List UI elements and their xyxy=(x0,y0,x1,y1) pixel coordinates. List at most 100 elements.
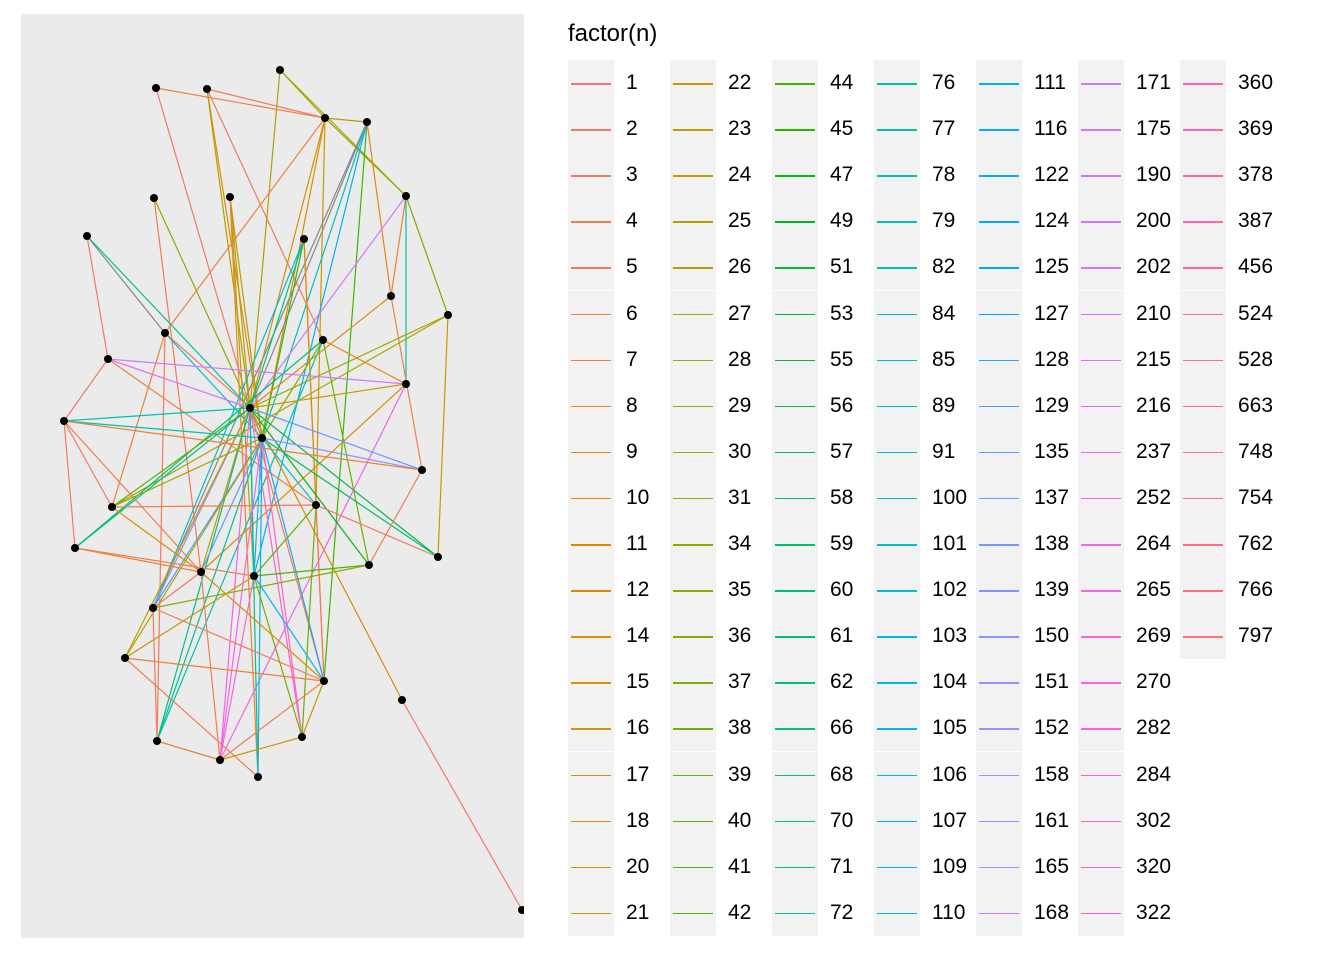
legend-key-line xyxy=(571,313,611,315)
legend-key-line xyxy=(571,544,611,546)
legend-key-label: 78 xyxy=(932,163,956,187)
legend-key-box xyxy=(874,889,920,936)
legend-key-box xyxy=(874,106,920,153)
legend-key-line xyxy=(1183,129,1223,131)
legend-key-box xyxy=(772,474,818,521)
legend-key-line xyxy=(1081,405,1121,408)
legend-key-label: 152 xyxy=(1034,716,1070,740)
edge-n12-n21 xyxy=(111,314,449,508)
legend-key-box xyxy=(568,843,614,890)
edge-n18-n21 xyxy=(63,420,113,508)
legend-key-line xyxy=(979,83,1019,85)
legend-key-label: 210 xyxy=(1136,301,1172,325)
node-n15 xyxy=(104,355,112,363)
legend-key-line xyxy=(775,866,815,869)
edge-n14-n32 xyxy=(156,339,324,742)
edge-n13-n32 xyxy=(156,332,166,742)
edge-n22-n30 xyxy=(315,504,325,682)
legend-key-label: 264 xyxy=(1136,532,1172,555)
legend-key-box xyxy=(1180,336,1226,383)
legend-key-line xyxy=(877,175,917,177)
legend-key-box xyxy=(568,290,614,337)
edge-n25-n27 xyxy=(253,564,370,577)
legend-key-box xyxy=(874,474,920,521)
legend-key-box xyxy=(1078,290,1124,337)
legend-key-label: 100 xyxy=(932,485,968,509)
legend-key-line xyxy=(979,175,1019,177)
edge-n18-n23 xyxy=(63,420,76,549)
legend-key-line xyxy=(979,912,1019,915)
legend-key-line xyxy=(571,682,611,684)
legend-key-label: 766 xyxy=(1238,578,1274,602)
legend-key-label: 360 xyxy=(1238,71,1274,94)
legend-key-label: 9 xyxy=(626,439,638,463)
legend-key-label: 127 xyxy=(1034,301,1070,325)
legend-key-label: 122 xyxy=(1034,163,1070,187)
legend-key-box xyxy=(1078,751,1124,798)
legend-key-box xyxy=(670,290,716,337)
legend-key-line xyxy=(877,728,917,730)
legend-key-box xyxy=(670,474,716,521)
node-n3 xyxy=(276,66,284,74)
legend-key-line xyxy=(1081,313,1121,315)
legend-key-label: 85 xyxy=(932,347,956,371)
legend-key-box xyxy=(1180,106,1226,153)
legend-key-box xyxy=(670,106,716,153)
legend-key-label: 35 xyxy=(728,578,752,602)
legend-key-line xyxy=(1081,267,1121,269)
legend-key-line xyxy=(571,497,611,500)
edge-n17-n29 xyxy=(124,407,251,659)
edge-n30-n34 xyxy=(219,680,325,761)
legend-key-label: 528 xyxy=(1238,347,1274,371)
edge-n5-n28 xyxy=(152,121,368,609)
legend-key-label: 38 xyxy=(728,716,752,740)
legend-key-box xyxy=(568,106,614,153)
legend-key-box xyxy=(976,474,1022,521)
legend-key-box xyxy=(976,428,1022,475)
legend-key-line xyxy=(979,728,1019,730)
legend-key-box xyxy=(772,336,818,383)
legend-key-box xyxy=(874,382,920,429)
legend-key-label: 109 xyxy=(932,854,968,878)
edge-n14-n16 xyxy=(322,339,407,385)
legend-key-box xyxy=(670,198,716,245)
legend-key-line xyxy=(979,544,1019,546)
legend-key-label: 40 xyxy=(728,808,752,832)
legend-key-box xyxy=(670,152,716,199)
legend-key-line xyxy=(979,497,1019,500)
legend-key-line xyxy=(979,636,1019,638)
edge-n33-n34 xyxy=(219,736,303,761)
edge-n3-n17 xyxy=(249,69,281,409)
legend-key-label: 51 xyxy=(830,255,854,279)
legend-key-label: 28 xyxy=(728,347,752,371)
legend-key-line xyxy=(1183,359,1223,362)
node-n34 xyxy=(216,756,224,764)
legend-key-label: 103 xyxy=(932,624,968,648)
legend-key-line xyxy=(877,129,917,131)
legend-key-label: 41 xyxy=(728,854,752,878)
legend-key-box xyxy=(1078,198,1124,245)
legend-key-line xyxy=(775,728,815,730)
legend-key-box xyxy=(568,521,614,567)
legend-key-label: 14 xyxy=(626,624,650,648)
legend-key-label: 165 xyxy=(1034,854,1070,878)
legend-key-box xyxy=(976,521,1022,567)
node-n36 xyxy=(518,906,524,914)
edge-n27-n29 xyxy=(124,575,255,659)
legend-key-box xyxy=(568,705,614,752)
legend-key-label: 24 xyxy=(728,163,752,187)
legend-key-line xyxy=(673,313,713,315)
legend-key-box xyxy=(772,244,818,291)
legend-key-label: 302 xyxy=(1136,808,1172,832)
node-n9 xyxy=(83,232,91,240)
edge-n1-n17 xyxy=(155,87,251,409)
edge-n19-n29 xyxy=(124,437,263,659)
legend-key-line xyxy=(877,774,917,776)
legend-key-box xyxy=(670,336,716,383)
legend-title: factor(n) xyxy=(568,20,658,47)
node-n5 xyxy=(363,118,371,126)
legend-key-line xyxy=(1183,497,1223,500)
legend-key-line xyxy=(571,83,611,85)
legend-key-label: 60 xyxy=(830,578,854,602)
legend-key-label: 104 xyxy=(932,670,968,694)
